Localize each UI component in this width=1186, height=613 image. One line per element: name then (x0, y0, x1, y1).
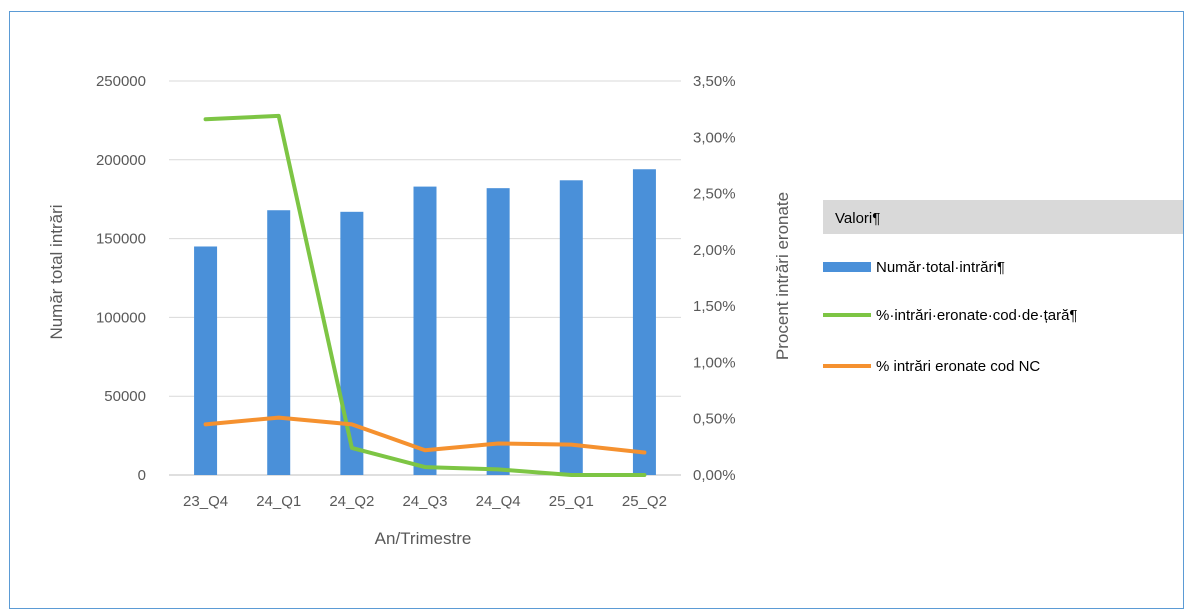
chart-frame: 0 50000 100000 150000 200000 250000 0,00% 0,50… (9, 11, 1185, 609)
bar (559, 180, 583, 475)
legend-items: Număr·total·intrări¶ %·intrări·eronate·co… (823, 259, 1077, 375)
x-tick-label: 25_Q2 (622, 493, 667, 510)
x-tick-label: 24_Q4 (476, 493, 521, 510)
bar (632, 169, 656, 476)
legend: Valori¶ Număr·total·intrări¶ %·intrări·er… (823, 200, 1185, 375)
y2-tick-label: 2,50% (693, 186, 736, 203)
y2-tick-label: 3,50% (693, 73, 736, 90)
y-tick-label: 50000 (104, 388, 146, 405)
x-axis-title: An/Trimestre (375, 529, 472, 548)
y-axis-ticks: 0 50000 100000 150000 200000 250000 (96, 73, 146, 484)
x-tick-label: 23_Q4 (183, 493, 228, 510)
y2-tick-label: 0,00% (693, 467, 736, 484)
bar (340, 211, 364, 476)
y2-tick-label: 2,00% (693, 242, 736, 259)
legend-label: %·intrări·eronate·cod·de·țară¶ (876, 307, 1077, 324)
legend-title-background (823, 200, 1185, 234)
y-tick-label: 250000 (96, 73, 146, 90)
line-series (203, 113, 647, 477)
legend-label: % intrări eronate cod NC (876, 358, 1040, 375)
x-tick-label: 24_Q1 (256, 493, 301, 510)
legend-label: Număr·total·intrări¶ (876, 259, 1005, 276)
combo-chart: 0 50000 100000 150000 200000 250000 0,00% 0,50… (47, 73, 1185, 548)
y2-tick-label: 3,00% (693, 129, 736, 146)
y-tick-label: 0 (138, 467, 146, 484)
y2-tick-label: 0,50% (693, 411, 736, 428)
bar (194, 246, 218, 475)
x-axis-ticks: 23_Q4 24_Q1 24_Q2 24_Q3 24_Q4 25_Q1 25_Q2 (183, 493, 667, 510)
y-tick-label: 200000 (96, 152, 146, 169)
legend-swatch (823, 262, 871, 272)
y2-tick-label: 1,00% (693, 354, 736, 371)
y-tick-label: 150000 (96, 231, 146, 248)
series-line (203, 113, 647, 477)
y2-tick-label: 1,50% (693, 298, 736, 315)
x-tick-label: 24_Q2 (329, 493, 374, 510)
bar (267, 210, 291, 475)
x-tick-label: 25_Q1 (549, 493, 594, 510)
bar-series (194, 169, 656, 476)
y2-axis-ticks: 0,00% 0,50% 1,00% 1,50% 2,00% 2,50% 3,00% 3,50% (693, 73, 736, 484)
legend-title: Valori¶ (835, 210, 880, 227)
bar (413, 186, 437, 476)
x-tick-label: 24_Q3 (402, 493, 447, 510)
y-axis-title: Număr total intrări (47, 204, 66, 339)
y-tick-label: 100000 (96, 309, 146, 326)
y2-axis-title: Procent intrări eronate (773, 192, 792, 360)
bar (486, 188, 510, 475)
series-line (203, 415, 647, 455)
